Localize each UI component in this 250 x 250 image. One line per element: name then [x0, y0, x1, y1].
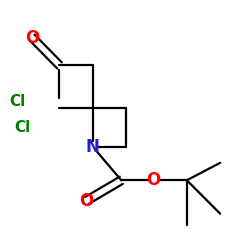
Text: Cl: Cl [14, 120, 30, 136]
Text: N: N [86, 138, 100, 156]
Text: O: O [80, 192, 94, 210]
Text: O: O [146, 171, 160, 189]
Text: Cl: Cl [9, 94, 26, 109]
Text: O: O [25, 29, 40, 47]
